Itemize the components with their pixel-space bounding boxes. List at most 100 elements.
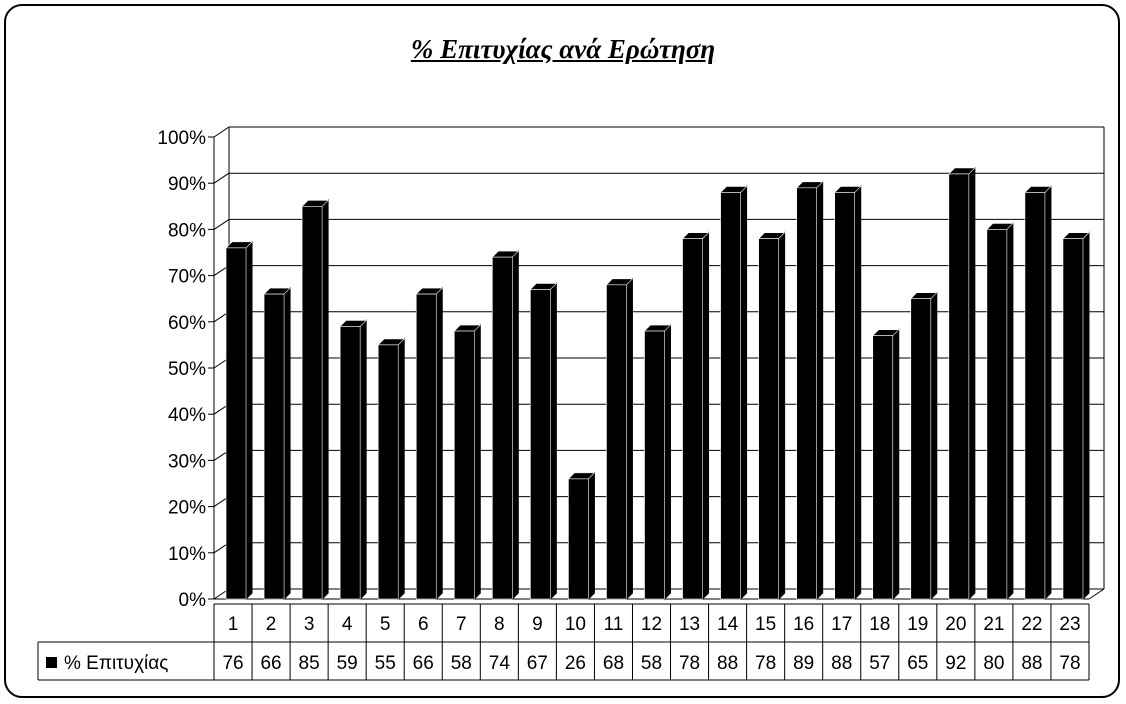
y-tick-label: 80% <box>168 220 206 241</box>
bar-side <box>359 319 367 601</box>
data-label: 57 <box>869 653 890 674</box>
data-label: 58 <box>641 653 662 674</box>
data-label: 85 <box>299 653 320 674</box>
bar-front <box>948 173 970 600</box>
bar-side <box>854 185 862 601</box>
bar <box>263 286 291 601</box>
y-tick-label: 20% <box>168 498 206 519</box>
bar-side <box>1044 185 1052 601</box>
bar-front <box>1062 238 1084 600</box>
bar <box>681 231 710 601</box>
y-axis: 0% 10% 20% 30% 40% 50% 60% 70% 80% 90% 100% <box>157 128 215 611</box>
data-label: 89 <box>793 653 814 674</box>
bar-side <box>511 249 519 601</box>
data-label: 55 <box>375 653 396 674</box>
gridline-depth <box>213 126 230 138</box>
bar-front <box>530 289 551 600</box>
legend-label: % Επιτυχίας <box>64 653 168 674</box>
bar <box>1062 231 1090 601</box>
data-label: 66 <box>413 653 434 674</box>
y-tick-label: 60% <box>168 313 206 334</box>
bar <box>415 286 443 601</box>
x-tick-label: 9 <box>532 614 543 635</box>
data-label: 88 <box>831 653 852 674</box>
x-tick-label: 1 <box>228 614 239 635</box>
data-label: 67 <box>527 653 548 674</box>
bar-front <box>1024 192 1046 600</box>
bar <box>833 185 862 601</box>
x-tick-label: 6 <box>418 614 429 635</box>
bar-front <box>263 293 285 600</box>
chart-title: % Επιτυχίας ανά Ερώτηση <box>410 34 716 64</box>
x-tick-label: 18 <box>869 614 890 635</box>
bar-front <box>720 192 741 600</box>
bar-side <box>740 185 748 601</box>
bar-side <box>245 240 253 601</box>
x-tick-label: 5 <box>380 614 391 635</box>
data-label: 78 <box>755 653 776 674</box>
bar-front <box>453 330 475 600</box>
bar <box>1024 185 1052 601</box>
y-tick-label: 30% <box>168 451 206 472</box>
legend-swatch <box>46 657 57 668</box>
bar-front <box>682 238 703 600</box>
bar-front <box>910 298 932 600</box>
bar-front <box>606 284 627 600</box>
x-tick-label: 17 <box>831 614 852 635</box>
data-label: 65 <box>907 653 928 674</box>
bars <box>225 166 1090 601</box>
x-tick-label: 11 <box>604 614 624 635</box>
bar <box>377 337 405 601</box>
bar-side <box>816 180 824 601</box>
data-label: 74 <box>489 653 511 674</box>
gridline-depth <box>213 218 230 230</box>
data-label: 68 <box>603 653 624 674</box>
bar <box>453 323 482 601</box>
bar-front <box>758 238 779 600</box>
y-tick-label: 40% <box>168 405 206 426</box>
data-label: 78 <box>1059 653 1080 674</box>
x-tick-label: 23 <box>1059 614 1080 635</box>
bar-side <box>930 291 938 601</box>
bar-side <box>435 286 443 601</box>
bar-front <box>568 478 589 600</box>
data-label: 26 <box>565 653 586 674</box>
x-tick-label: 12 <box>641 614 662 635</box>
bar-side <box>625 277 633 601</box>
bar <box>948 166 976 601</box>
bar-front <box>986 229 1008 600</box>
bar <box>872 328 900 601</box>
x-tick-label: 20 <box>945 614 966 635</box>
bar-side <box>283 286 291 601</box>
data-label: 88 <box>1021 653 1042 674</box>
bar <box>491 249 520 601</box>
bar <box>225 240 253 601</box>
y-tick-label: 50% <box>168 359 206 380</box>
bar <box>757 231 786 601</box>
x-tick-label: 4 <box>342 614 353 635</box>
gridline-depth <box>213 172 230 184</box>
bar-side <box>321 199 329 601</box>
bar-side <box>397 337 405 601</box>
data-label: 78 <box>679 653 700 674</box>
bar-side <box>778 231 786 601</box>
bar-front <box>225 247 247 600</box>
bar-front <box>301 206 323 600</box>
bar-front <box>644 330 665 600</box>
data-label: 88 <box>717 653 738 674</box>
x-tick-label: 22 <box>1021 614 1042 635</box>
bar <box>795 180 824 601</box>
bar-side <box>1082 231 1090 601</box>
y-tick-label: 100% <box>157 128 206 149</box>
bar <box>643 323 672 601</box>
y-tick-label: 0% <box>179 590 207 611</box>
floor-right <box>1088 588 1105 600</box>
bar <box>301 199 329 601</box>
bar-front <box>796 187 817 600</box>
bar <box>986 222 1014 601</box>
bar-side <box>473 323 481 601</box>
bar <box>605 277 634 601</box>
bar-side <box>702 231 710 601</box>
x-tick-label: 19 <box>907 614 928 635</box>
